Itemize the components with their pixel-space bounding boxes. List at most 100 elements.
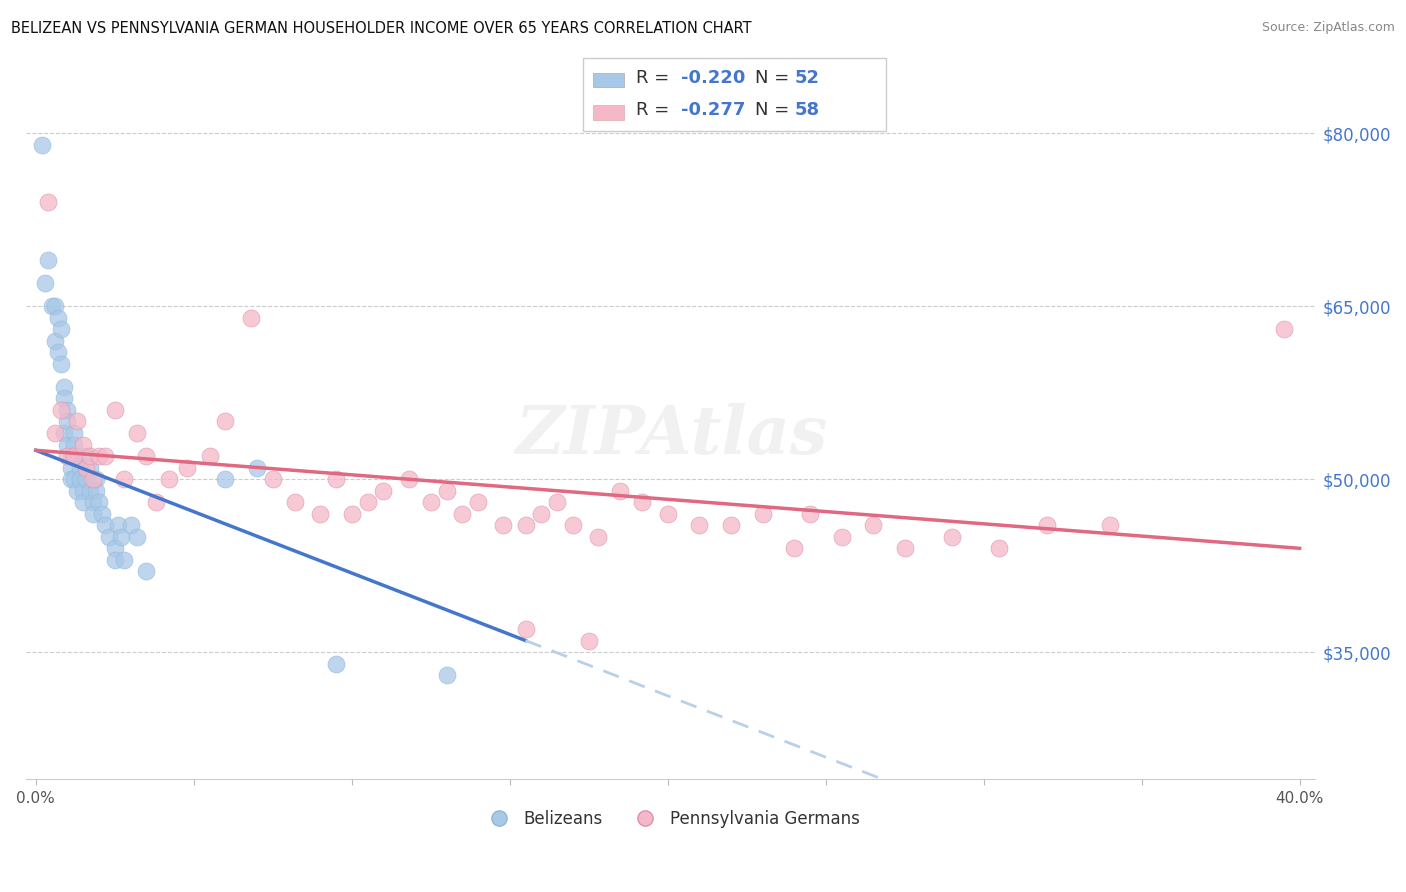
Point [419,495,441,509]
Point [657,507,679,521]
Point [37,195,59,210]
Point [356,495,378,509]
Point [530,507,553,521]
Point [893,541,915,556]
Point [631,495,654,509]
Point [91,507,114,521]
Point [340,507,363,521]
Point [720,518,742,533]
Point [79,483,101,498]
Point [325,472,347,486]
Point [1036,518,1059,533]
Point [110,530,132,544]
Point [75,449,97,463]
Text: N =: N = [755,69,794,87]
Point [94,449,117,463]
Point [56,437,79,451]
Point [104,553,127,567]
Point [72,495,94,509]
Text: R =: R = [636,101,675,119]
Point [799,507,821,521]
Point [34,276,56,290]
Point [62,425,84,440]
Point [79,460,101,475]
Point [53,392,76,406]
Point [373,483,395,498]
Point [104,403,127,417]
Point [135,449,157,463]
Point [87,495,110,509]
Text: R =: R = [636,69,675,87]
Point [941,530,963,544]
Point [262,472,284,486]
Point [75,460,97,475]
Point [1272,322,1295,336]
Text: Source: ZipAtlas.com: Source: ZipAtlas.com [1261,21,1395,34]
Point [239,310,262,325]
Text: BELIZEAN VS PENNSYLVANIA GERMAN HOUSEHOLDER INCOME OVER 65 YEARS CORRELATION CHA: BELIZEAN VS PENNSYLVANIA GERMAN HOUSEHOL… [11,21,752,36]
Point [44,334,66,348]
Point [398,472,420,486]
Point [84,472,107,486]
Point [37,253,59,268]
Point [41,299,63,313]
Point [75,472,97,486]
Point [751,507,773,521]
Point [94,518,117,533]
Point [49,322,72,336]
Point [59,460,82,475]
Point [46,310,69,325]
Text: -0.220: -0.220 [681,69,745,87]
Point [1099,518,1122,533]
Point [546,495,568,509]
Point [56,449,79,463]
Point [112,553,135,567]
Point [84,483,107,498]
Point [176,460,198,475]
Text: -0.277: -0.277 [681,101,745,119]
Point [69,460,91,475]
Text: 52: 52 [794,69,820,87]
Point [436,668,458,682]
Point [31,137,53,152]
Point [59,472,82,486]
Point [72,483,94,498]
Point [112,472,135,486]
Point [125,425,148,440]
Point [492,518,515,533]
Point [309,507,332,521]
Point [467,495,489,509]
Point [515,622,537,636]
Point [59,449,82,463]
Point [586,530,609,544]
Point [515,518,537,533]
Point [214,415,236,429]
Text: 58: 58 [794,101,820,119]
Point [53,425,76,440]
Point [56,415,79,429]
Point [688,518,710,533]
Point [62,437,84,451]
Point [62,472,84,486]
Point [284,495,307,509]
Point [120,518,142,533]
Point [135,565,157,579]
Point [82,495,104,509]
Point [82,472,104,486]
Point [44,425,66,440]
Point [72,437,94,451]
Point [451,507,474,521]
Point [157,472,180,486]
Point [214,472,236,486]
Point [49,357,72,371]
Point [69,472,91,486]
Point [62,449,84,463]
Point [66,483,89,498]
Point [56,403,79,417]
Point [104,541,127,556]
Point [49,403,72,417]
Point [609,483,631,498]
Point [198,449,221,463]
Text: N =: N = [755,101,794,119]
Point [97,530,120,544]
